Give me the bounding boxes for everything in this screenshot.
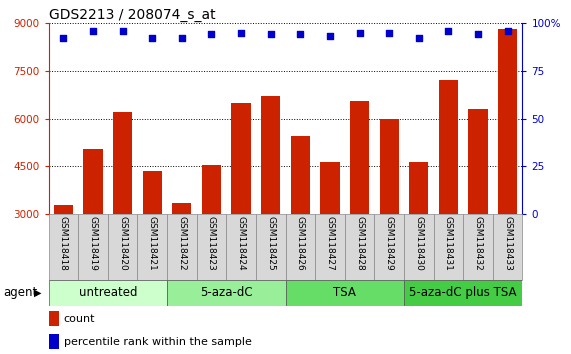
- Bar: [315, 214, 345, 280]
- Bar: [498, 29, 517, 310]
- Bar: [433, 214, 463, 280]
- Bar: [167, 214, 196, 280]
- Point: [355, 30, 364, 35]
- Text: ▶: ▶: [34, 288, 42, 298]
- Bar: [83, 149, 103, 310]
- Text: agent: agent: [3, 286, 37, 299]
- Bar: [49, 334, 59, 349]
- Text: GSM118428: GSM118428: [355, 216, 364, 271]
- Text: 5-aza-dC plus TSA: 5-aza-dC plus TSA: [409, 286, 517, 299]
- Text: GSM118421: GSM118421: [148, 216, 156, 271]
- Bar: [202, 165, 221, 310]
- Bar: [231, 103, 251, 310]
- Bar: [291, 136, 310, 310]
- Bar: [49, 214, 78, 280]
- Point: [414, 35, 423, 41]
- Text: percentile rank within the sample: percentile rank within the sample: [64, 337, 252, 347]
- Point: [177, 35, 186, 41]
- Text: GSM118427: GSM118427: [325, 216, 335, 271]
- Bar: [439, 80, 458, 310]
- Bar: [172, 203, 191, 310]
- Point: [325, 34, 335, 39]
- Point: [236, 30, 246, 35]
- Bar: [493, 214, 522, 280]
- Point: [148, 35, 157, 41]
- Bar: [108, 214, 138, 280]
- Text: GSM118418: GSM118418: [59, 216, 68, 271]
- Bar: [54, 205, 73, 310]
- Bar: [113, 112, 132, 310]
- Text: GSM118420: GSM118420: [118, 216, 127, 271]
- Bar: [404, 214, 433, 280]
- Text: GSM118422: GSM118422: [178, 216, 186, 271]
- Bar: [226, 214, 256, 280]
- Bar: [345, 214, 375, 280]
- Bar: [49, 280, 167, 306]
- Text: GSM118431: GSM118431: [444, 216, 453, 271]
- Text: GSM118429: GSM118429: [385, 216, 393, 271]
- Point: [266, 32, 275, 37]
- Bar: [78, 214, 108, 280]
- Text: GSM118424: GSM118424: [236, 216, 246, 271]
- Text: GSM118423: GSM118423: [207, 216, 216, 271]
- Text: count: count: [64, 314, 95, 324]
- Bar: [143, 171, 162, 310]
- Point: [296, 32, 305, 37]
- Point: [118, 28, 127, 34]
- Point: [503, 28, 512, 34]
- Bar: [463, 214, 493, 280]
- Bar: [409, 161, 428, 310]
- Bar: [468, 109, 488, 310]
- Point: [444, 28, 453, 34]
- Point: [89, 28, 98, 34]
- Text: GSM118426: GSM118426: [296, 216, 305, 271]
- Text: GSM118433: GSM118433: [503, 216, 512, 271]
- Text: GSM118430: GSM118430: [415, 216, 423, 271]
- Text: GSM118419: GSM118419: [89, 216, 98, 271]
- Bar: [380, 119, 399, 310]
- Point: [385, 30, 394, 35]
- Bar: [167, 280, 286, 306]
- Bar: [261, 96, 280, 310]
- Text: GSM118432: GSM118432: [473, 216, 482, 271]
- Point: [207, 32, 216, 37]
- Point: [473, 32, 482, 37]
- Text: untreated: untreated: [79, 286, 137, 299]
- Bar: [404, 280, 522, 306]
- Bar: [256, 214, 286, 280]
- Bar: [375, 214, 404, 280]
- Point: [59, 35, 68, 41]
- Bar: [138, 214, 167, 280]
- Bar: [49, 311, 59, 326]
- Bar: [286, 214, 315, 280]
- Bar: [350, 101, 369, 310]
- Bar: [320, 161, 340, 310]
- Text: TSA: TSA: [333, 286, 356, 299]
- Text: 5-aza-dC: 5-aza-dC: [200, 286, 252, 299]
- Bar: [196, 214, 226, 280]
- Text: GDS2213 / 208074_s_at: GDS2213 / 208074_s_at: [49, 8, 215, 22]
- Text: GSM118425: GSM118425: [266, 216, 275, 271]
- Bar: [286, 280, 404, 306]
